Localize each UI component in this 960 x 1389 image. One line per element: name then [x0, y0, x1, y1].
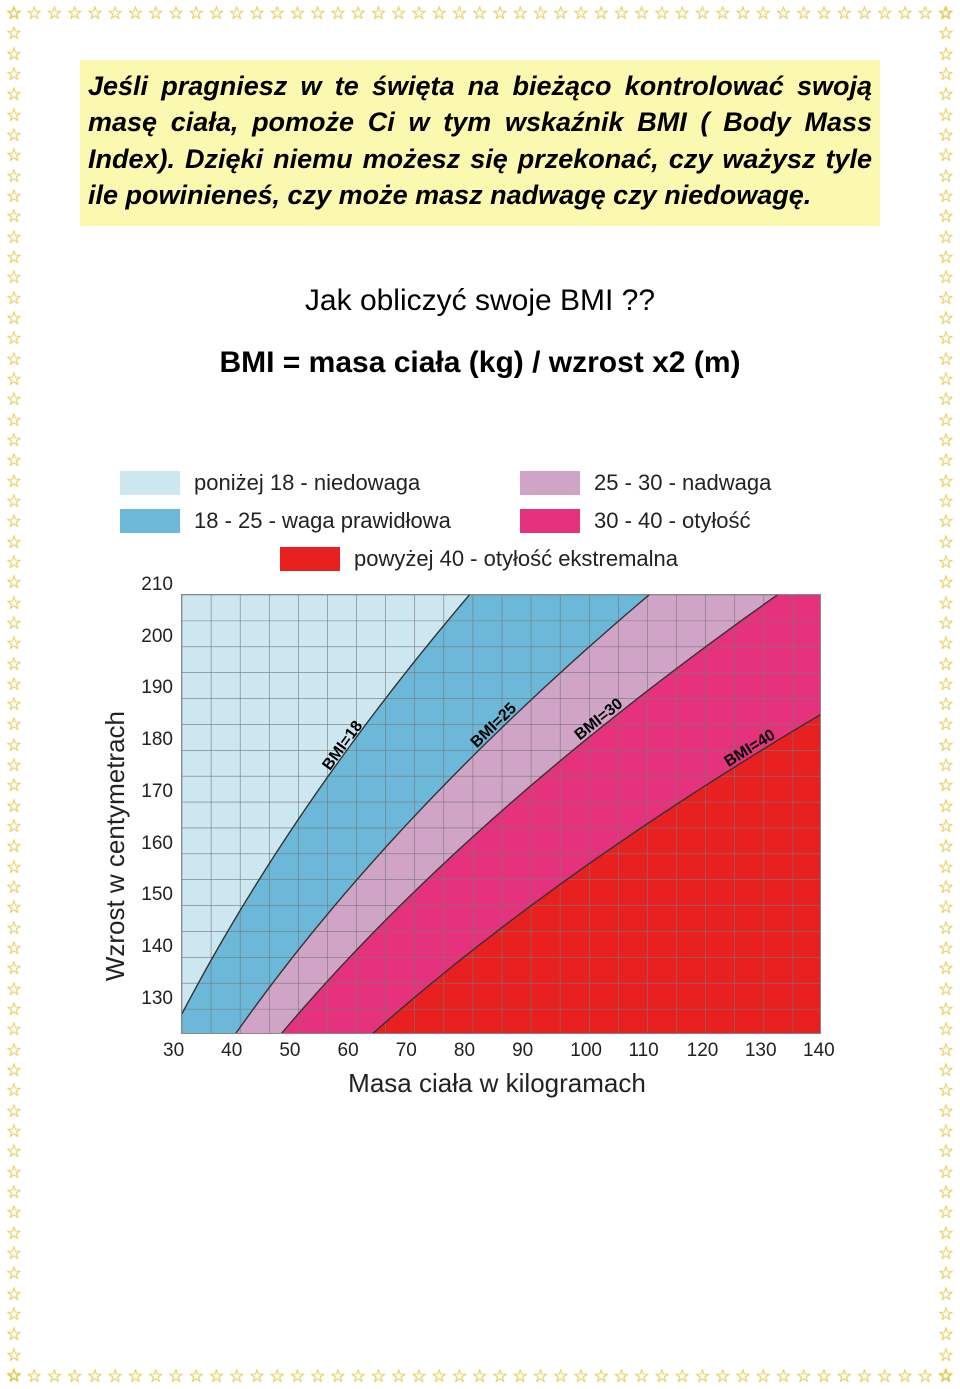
x-axis-ticks: 30405060708090100110120130140	[177, 1040, 817, 1062]
chart-area: Wzrost w centymetrach 210200190180170160…	[100, 594, 860, 1099]
page-content: Jeśli pragniesz w te święta na bieżąco k…	[40, 40, 920, 1349]
border-right: ☆☆☆☆☆☆☆☆☆☆☆☆☆☆☆☆☆☆☆☆☆☆☆☆☆☆☆☆☆☆☆☆☆☆☆☆☆☆☆☆…	[936, 0, 956, 1389]
bmi-chart: poniżej 18 - niedowaga 25 - 30 - nadwaga…	[80, 470, 880, 1099]
chart-plot: BMI=18BMI=25BMI=30BMI=40	[181, 594, 821, 1034]
legend-swatch	[120, 471, 180, 495]
y-axis-ticks: 210200190180170160150140130	[137, 594, 173, 1034]
intro-highlight: Jeśli pragniesz w te święta na bieżąco k…	[80, 60, 880, 226]
legend-item: powyżej 40 - otyłość ekstremalna	[280, 546, 680, 572]
heading-question: Jak obliczyć swoje BMI ??	[80, 284, 880, 318]
legend-swatch	[120, 509, 180, 533]
legend-label: 25 - 30 - nadwaga	[594, 470, 771, 496]
x-axis-title: Masa ciała w kilogramach	[177, 1068, 817, 1099]
legend-item: 30 - 40 - otyłość	[520, 508, 751, 534]
chart-legend: poniżej 18 - niedowaga 25 - 30 - nadwaga…	[120, 470, 840, 584]
legend-label: poniżej 18 - niedowaga	[194, 470, 420, 496]
border-left: ☆☆☆☆☆☆☆☆☆☆☆☆☆☆☆☆☆☆☆☆☆☆☆☆☆☆☆☆☆☆☆☆☆☆☆☆☆☆☆☆…	[4, 0, 24, 1389]
border-bottom: ☆☆☆☆☆☆☆☆☆☆☆☆☆☆☆☆☆☆☆☆☆☆☆☆☆☆☆☆☆☆☆☆☆☆☆☆☆☆☆☆…	[0, 1367, 960, 1385]
formula: BMI = masa ciała (kg) / wzrost x2 (m)	[80, 346, 880, 380]
border-top: ☆☆☆☆☆☆☆☆☆☆☆☆☆☆☆☆☆☆☆☆☆☆☆☆☆☆☆☆☆☆☆☆☆☆☆☆☆☆☆☆…	[0, 4, 960, 22]
legend-swatch	[520, 509, 580, 533]
legend-swatch	[520, 471, 580, 495]
legend-label: 30 - 40 - otyłość	[594, 508, 751, 534]
legend-swatch	[280, 547, 340, 571]
intro-text: Jeśli pragniesz w te święta na bieżąco k…	[88, 71, 872, 210]
legend-item: poniżej 18 - niedowaga	[120, 470, 520, 496]
legend-label: 18 - 25 - waga prawidłowa	[194, 508, 451, 534]
legend-item: 25 - 30 - nadwaga	[520, 470, 771, 496]
legend-item: 18 - 25 - waga prawidłowa	[120, 508, 520, 534]
legend-label: powyżej 40 - otyłość ekstremalna	[354, 546, 678, 572]
y-axis-title: Wzrost w centymetrach	[100, 711, 131, 981]
